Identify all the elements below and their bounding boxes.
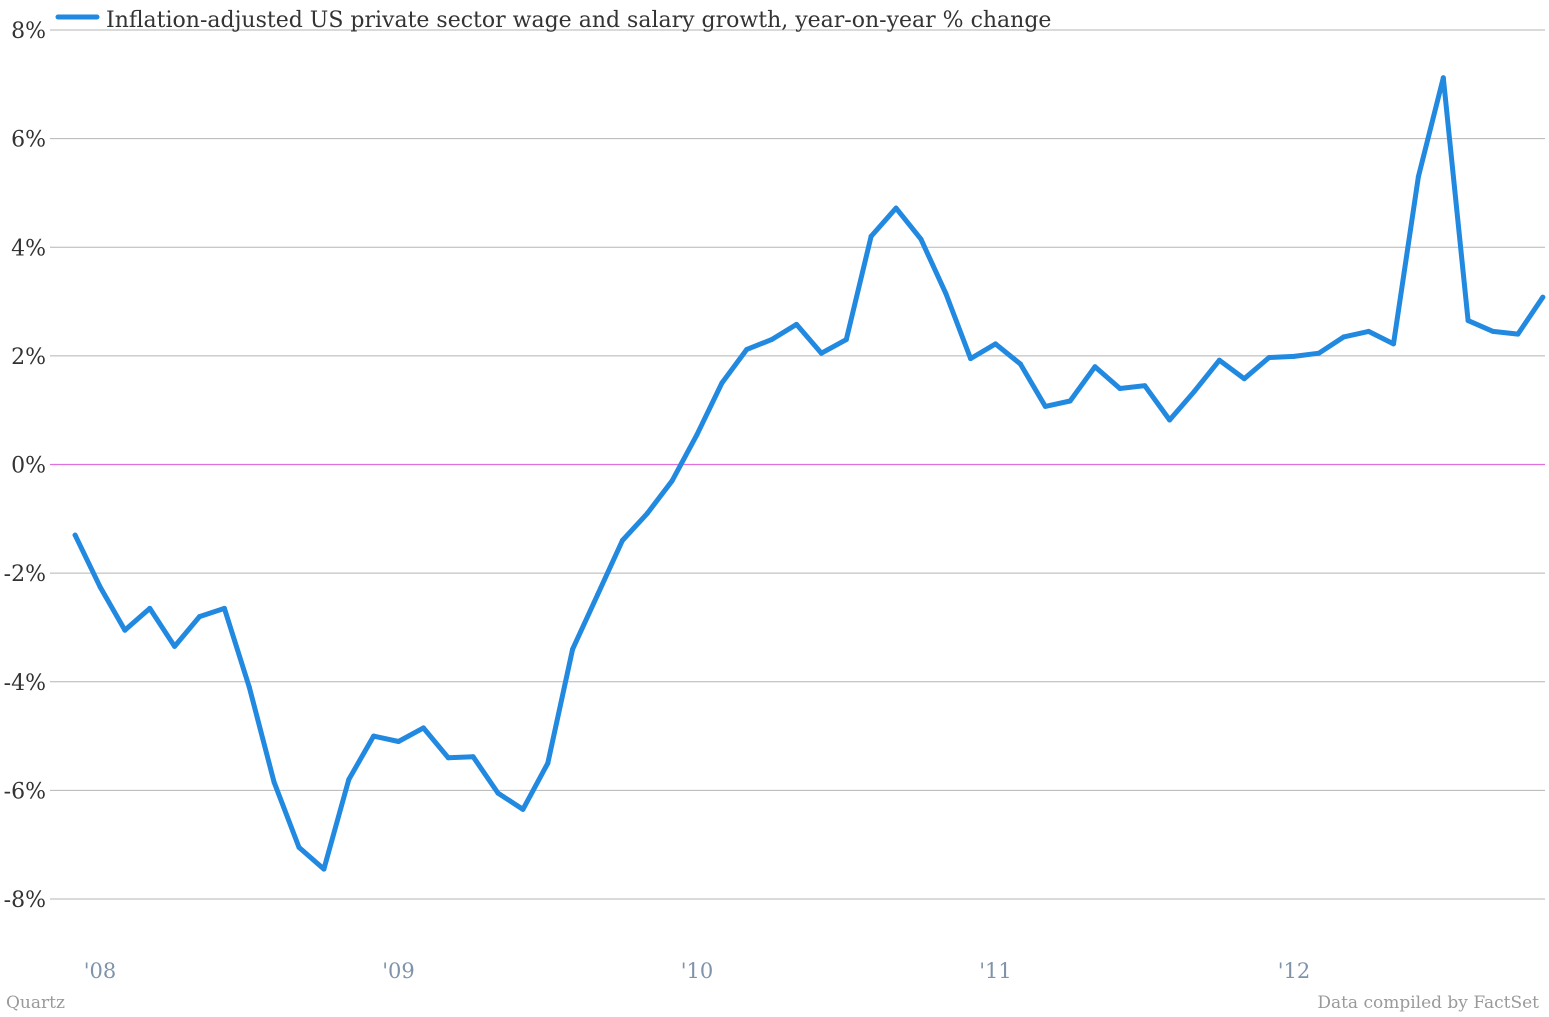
data-point bbox=[893, 205, 899, 211]
x-tick-label: '10 bbox=[681, 959, 714, 983]
data-point bbox=[197, 614, 202, 620]
data-point bbox=[1167, 417, 1173, 423]
data-point bbox=[346, 777, 352, 782]
data-point bbox=[122, 627, 128, 633]
data-point bbox=[1515, 331, 1521, 337]
x-tick-label: '12 bbox=[1278, 959, 1311, 983]
data-point bbox=[794, 321, 799, 327]
data-point bbox=[669, 478, 675, 484]
data-point bbox=[396, 739, 401, 744]
x-tick-label: '11 bbox=[979, 959, 1012, 983]
data-point bbox=[719, 380, 725, 386]
data-point bbox=[445, 755, 451, 761]
data-point bbox=[1042, 403, 1048, 409]
data-point bbox=[570, 646, 576, 652]
y-axis-ticks: 8% 6% 4% 2% 0% -2% -4% -6% -8% bbox=[4, 19, 46, 913]
data-point bbox=[1092, 364, 1098, 370]
x-tick-label: '09 bbox=[382, 959, 415, 983]
data-point bbox=[97, 584, 103, 590]
source-left: Quartz bbox=[6, 993, 65, 1013]
data-point bbox=[744, 346, 750, 352]
series-line bbox=[72, 75, 1546, 872]
data-point bbox=[1540, 294, 1546, 300]
data-point bbox=[495, 790, 501, 796]
y-tick-label: 6% bbox=[11, 128, 46, 153]
data-point bbox=[1216, 357, 1222, 363]
data-point bbox=[296, 844, 302, 850]
data-point bbox=[1341, 334, 1347, 340]
y-tick-label: 8% bbox=[11, 19, 46, 44]
data-point bbox=[321, 866, 327, 872]
y-tick-label: -8% bbox=[4, 888, 46, 913]
data-point bbox=[1440, 75, 1446, 81]
x-axis-ticks: '08 '09 '10 '11 '12 bbox=[84, 959, 1311, 983]
data-point bbox=[818, 350, 824, 356]
gridlines bbox=[50, 29, 1545, 900]
data-point bbox=[147, 605, 153, 611]
data-point bbox=[1241, 376, 1247, 382]
data-point bbox=[1415, 174, 1421, 180]
data-point bbox=[1366, 328, 1372, 334]
data-point bbox=[644, 510, 650, 516]
data-point bbox=[1142, 383, 1148, 389]
y-tick-label: 4% bbox=[11, 236, 46, 261]
data-point bbox=[470, 754, 476, 760]
data-point bbox=[1490, 328, 1496, 334]
data-point bbox=[868, 233, 874, 239]
data-point bbox=[520, 806, 526, 812]
legend-label: Inflation-adjusted US private sector wag… bbox=[106, 8, 1051, 33]
data-point bbox=[918, 236, 924, 242]
y-tick-label: -4% bbox=[4, 671, 46, 696]
data-point bbox=[371, 733, 377, 739]
data-point bbox=[271, 779, 277, 785]
data-point bbox=[968, 356, 974, 362]
data-point bbox=[694, 432, 700, 438]
data-point bbox=[246, 684, 252, 690]
data-point bbox=[1192, 388, 1197, 394]
data-point bbox=[1465, 318, 1471, 324]
y-tick-label: -6% bbox=[4, 779, 46, 804]
source-right: Data compiled by FactSet bbox=[1317, 993, 1539, 1013]
x-tick-label: '08 bbox=[84, 959, 117, 983]
data-point bbox=[1117, 386, 1123, 391]
data-point bbox=[420, 725, 426, 731]
data-point bbox=[1291, 353, 1297, 359]
data-point bbox=[1316, 350, 1322, 356]
data-point bbox=[1266, 355, 1272, 360]
data-point bbox=[72, 532, 78, 538]
y-tick-label: 2% bbox=[11, 345, 46, 370]
data-point bbox=[769, 337, 775, 343]
data-point bbox=[619, 538, 625, 543]
data-point bbox=[1391, 341, 1396, 347]
data-point bbox=[1017, 361, 1023, 367]
data-point bbox=[843, 337, 849, 343]
data-point bbox=[221, 605, 227, 611]
series-layer bbox=[72, 75, 1546, 872]
data-point bbox=[943, 290, 949, 296]
data-point bbox=[993, 341, 998, 347]
data-point bbox=[545, 760, 551, 766]
y-tick-label: 0% bbox=[11, 454, 46, 479]
data-point bbox=[595, 592, 600, 598]
y-tick-label: -2% bbox=[4, 562, 46, 587]
data-point bbox=[172, 643, 178, 649]
legend: Inflation-adjusted US private sector wag… bbox=[55, 8, 1051, 33]
data-point bbox=[1067, 398, 1073, 404]
